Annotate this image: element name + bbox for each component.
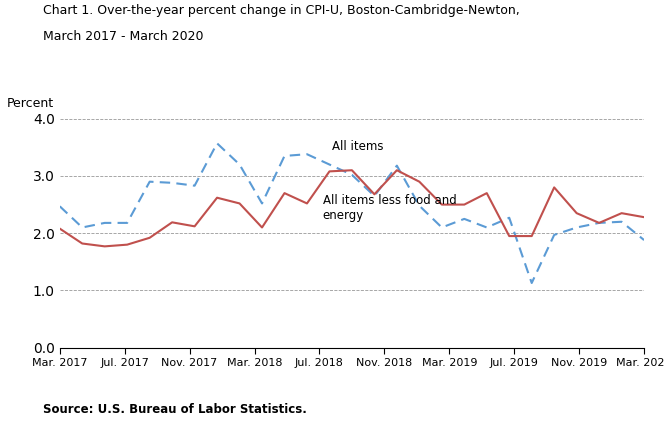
Text: Percent: Percent xyxy=(7,97,54,109)
Text: Chart 1. Over-the-year percent change in CPI-U, Boston-Cambridge-Newton,: Chart 1. Over-the-year percent change in… xyxy=(43,4,520,17)
Text: All items less food and
energy: All items less food and energy xyxy=(323,194,456,222)
Text: Source: U.S. Bureau of Labor Statistics.: Source: U.S. Bureau of Labor Statistics. xyxy=(43,402,307,416)
Text: March 2017 - March 2020: March 2017 - March 2020 xyxy=(43,30,204,43)
Text: All items: All items xyxy=(333,140,384,153)
